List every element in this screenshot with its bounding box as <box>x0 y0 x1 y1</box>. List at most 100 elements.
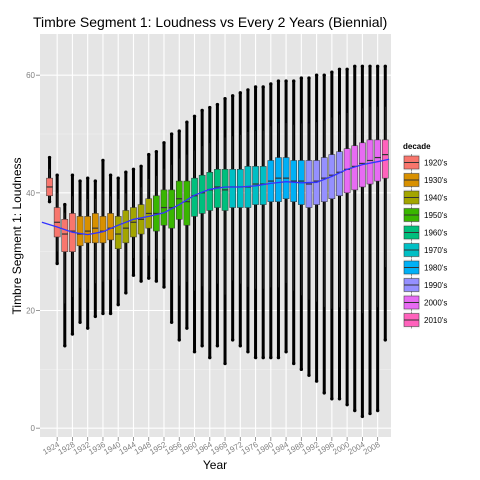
outlier-point <box>162 141 166 145</box>
outlier-point <box>101 158 105 163</box>
outlier-point <box>185 326 189 330</box>
legend-label: 1970's <box>424 246 447 255</box>
outlier-point <box>116 176 120 180</box>
outlier-point <box>63 202 67 207</box>
outlier-point <box>276 79 281 83</box>
legend-item: 1940's <box>402 188 447 207</box>
box-2010 <box>381 64 389 342</box>
outlier-point <box>154 279 159 283</box>
outlier-point <box>177 338 181 342</box>
box-body <box>107 213 114 241</box>
outlier-point <box>85 326 90 330</box>
outlier-point <box>162 285 166 289</box>
outlier-point <box>261 355 265 360</box>
box-body <box>183 180 191 226</box>
outlier-point <box>101 311 105 316</box>
box-1958 <box>183 120 191 330</box>
box-1968 <box>221 97 229 366</box>
outlier-point <box>383 338 387 342</box>
outlier-point <box>337 397 342 401</box>
outlier-point <box>78 179 82 183</box>
box-1942 <box>122 170 130 295</box>
legend-label: 1920's <box>424 159 447 168</box>
box-body <box>198 174 206 214</box>
legend-label: 1990's <box>424 281 447 290</box>
outlier-point <box>368 411 372 416</box>
outlier-point <box>330 397 334 401</box>
legend-label: 1950's <box>424 211 447 220</box>
legend-label: 2000's <box>424 299 447 308</box>
legend-title: decade <box>403 142 431 151</box>
outlier-point <box>337 67 342 71</box>
y-tick-label: 0 <box>31 424 36 433</box>
box-1970 <box>229 94 236 342</box>
outlier-point <box>307 76 311 80</box>
box-body <box>206 172 214 211</box>
box-body <box>236 169 244 208</box>
legend-label: 1940's <box>424 194 447 203</box>
box-1934 <box>92 179 99 319</box>
outlier-point <box>131 273 136 277</box>
outlier-point <box>246 88 250 92</box>
outlier-point <box>299 76 304 80</box>
box-1984 <box>282 79 290 354</box>
legend-item: 1970's <box>402 241 447 259</box>
box-body <box>99 216 107 244</box>
outlier-point <box>169 132 174 136</box>
outlier-point <box>124 170 128 174</box>
outlier-point <box>314 73 319 77</box>
outlier-point <box>215 344 220 348</box>
outlier-point <box>47 155 52 160</box>
outlier-point <box>93 314 98 319</box>
outlier-point <box>192 349 197 354</box>
legend-item: 2010's <box>402 311 447 329</box>
outlier-point <box>208 105 212 110</box>
outlier-point <box>230 94 235 98</box>
trend-line <box>41 158 390 236</box>
outlier-point <box>375 64 380 69</box>
outlier-point <box>353 408 357 413</box>
outlier-point <box>368 64 372 69</box>
outlier-point <box>284 79 288 83</box>
box-1922 <box>46 155 53 204</box>
y-tick-label: 20 <box>26 307 35 316</box>
box-body <box>114 216 122 249</box>
box-body <box>76 216 84 247</box>
outlier-point <box>147 152 151 157</box>
box-1944 <box>130 167 137 277</box>
outlier-point <box>169 320 174 324</box>
outlier-point <box>345 67 349 71</box>
outlier-point <box>93 179 98 183</box>
outlier-point <box>85 176 90 180</box>
outlier-point <box>223 97 227 101</box>
outlier-point <box>147 276 151 280</box>
outlier-point <box>223 361 227 366</box>
box-1950 <box>153 149 160 283</box>
outlier-point <box>314 379 319 383</box>
outlier-point <box>269 355 273 360</box>
outlier-point <box>284 349 288 354</box>
box-1990 <box>305 76 313 377</box>
box-1956 <box>175 129 183 342</box>
outlier-point <box>63 344 67 348</box>
y-tick-label: 60 <box>26 71 35 80</box>
box-body <box>84 216 91 244</box>
outlier-point <box>200 344 204 348</box>
outlier-point <box>353 64 357 69</box>
outlier-point <box>70 173 75 177</box>
outlier-point <box>139 279 143 283</box>
x-axis-title: Year <box>203 458 227 472</box>
box-1924 <box>53 173 61 266</box>
outlier-point <box>124 291 128 295</box>
outlier-point <box>330 70 334 74</box>
outlier-point <box>154 149 159 154</box>
outlier-point <box>292 79 296 83</box>
outlier-point <box>360 414 365 419</box>
outlier-point <box>47 199 52 204</box>
outlier-point <box>322 73 326 77</box>
box-1972 <box>236 91 244 348</box>
outlier-point <box>230 338 235 342</box>
legend-label: 1980's <box>424 264 447 273</box>
legend-item: 1960's <box>402 223 447 242</box>
outlier-point <box>246 349 250 354</box>
